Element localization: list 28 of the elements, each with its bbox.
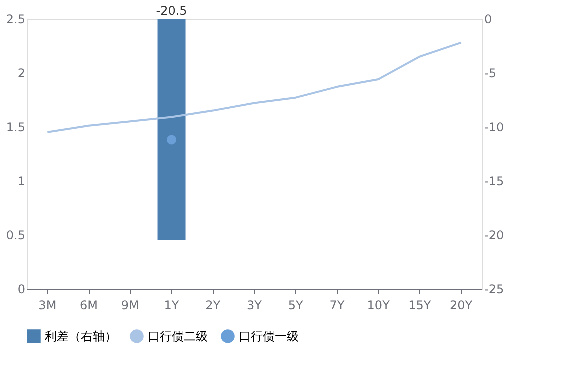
y2-tick-label: 0: [484, 12, 492, 26]
x-tick-label: 9M: [121, 298, 140, 312]
x-tick-label: 15Y: [408, 298, 432, 312]
x-tick-label: 3M: [38, 298, 57, 312]
x-tick-label: 1Y: [164, 298, 180, 312]
x-tick-label: 2Y: [206, 298, 222, 312]
y-tick-label: 2.5: [6, 12, 26, 26]
line-series: [46, 42, 462, 134]
legend-label: 口行债一级: [239, 329, 299, 344]
x-tick-label: 20Y: [450, 298, 474, 312]
x-tick-label: 3Y: [247, 298, 263, 312]
y2-tick-label: -5: [484, 66, 496, 80]
y2-tick-label: -10: [484, 120, 504, 134]
legend-label: 利差（右轴）: [45, 329, 117, 344]
x-tick-label: 6M: [80, 298, 98, 312]
x-tick-label: 7Y: [330, 298, 346, 312]
x-tick-label: 5Y: [288, 298, 304, 312]
y2-tick-label: -15: [484, 174, 504, 188]
y-tick-label: 0.5: [6, 228, 26, 242]
y2-tick-label: -20: [484, 228, 504, 242]
x-tick-label: 10Y: [367, 298, 391, 312]
y-tick-label: 1: [18, 174, 26, 188]
y-tick-label: 1.5: [6, 120, 26, 134]
y-tick-label: 2: [18, 66, 26, 80]
legend-label: 口行债二级: [148, 329, 208, 344]
y-tick-label: 0: [18, 282, 26, 296]
data-label: -20.5: [156, 4, 188, 18]
y2-tick-label: -25: [484, 282, 504, 296]
